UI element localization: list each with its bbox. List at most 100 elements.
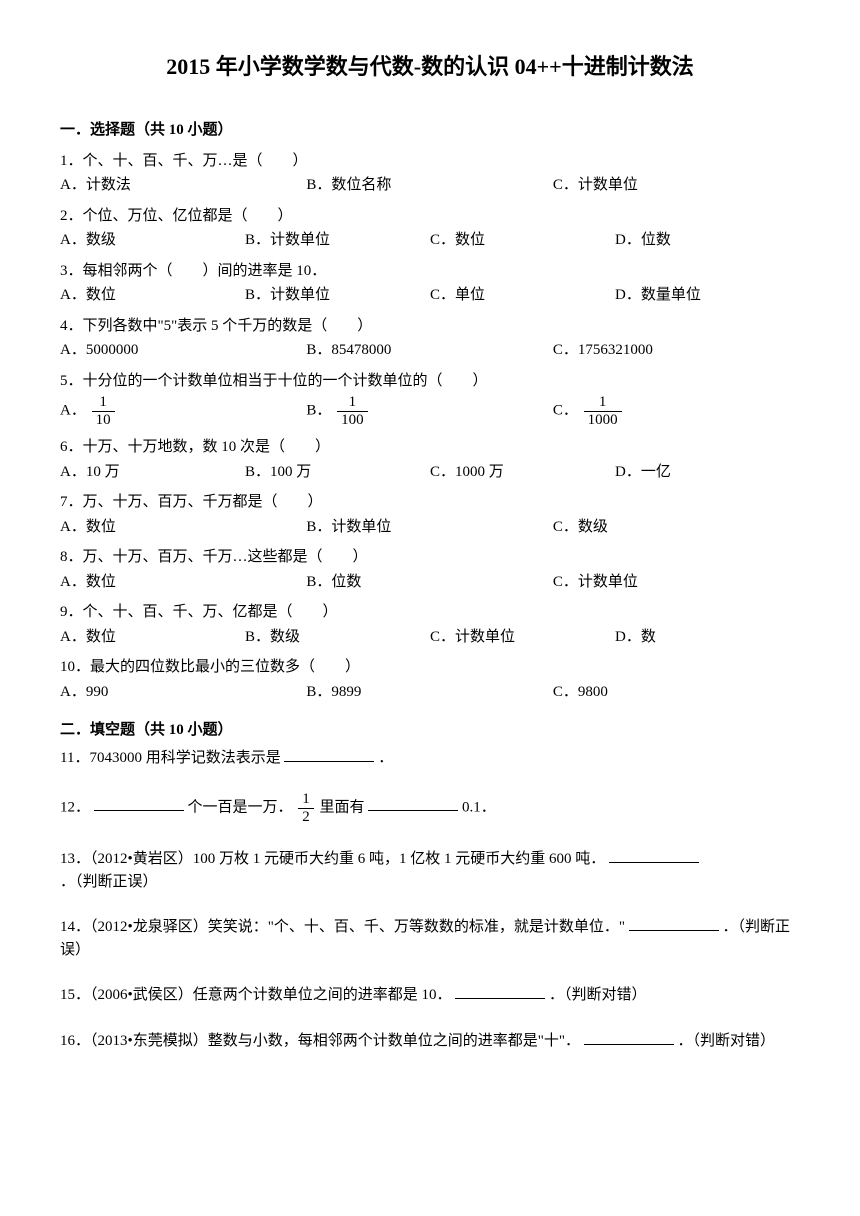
q16: 16．（2013•东莞模拟）整数与小数，每相邻两个计数单位之间的进率都是"十"．…: [60, 1029, 800, 1053]
q2-opt-b: B．计数单位: [245, 229, 430, 252]
q16-text-b: ．（判断对错）: [678, 1033, 776, 1049]
q6-options: A．10 万 B．100 万 C．1000 万 D．一亿: [60, 461, 800, 484]
q13-blank[interactable]: [609, 847, 699, 863]
q16-text-a: 16．（2013•东莞模拟）整数与小数，每相邻两个计数单位之间的进率都是"十"．: [60, 1033, 580, 1049]
q10-options: A．990 B．9899 C．9800: [60, 681, 800, 704]
q12-blank-1[interactable]: [94, 795, 184, 811]
q5-frac-b: 1100: [337, 394, 368, 428]
q5-opt-c: C． 11000: [553, 394, 799, 428]
q15-text-a: 15．（2006•武侯区）任意两个计数单位之间的进率都是 10．: [60, 987, 452, 1003]
q9-opt-c: C．计数单位: [430, 626, 615, 649]
q3-opt-c: C．单位: [430, 284, 615, 307]
q9-opt-a: A．数位: [60, 626, 245, 649]
q12-text-b: 个一百是一万．: [188, 799, 293, 815]
q2-opt-a: A．数级: [60, 229, 245, 252]
q10-opt-b: B．9899: [306, 681, 552, 704]
q14-text-a: 14．（2012•龙泉驿区）笑笑说："个、十、百、千、万等数数的标准，就是计数单…: [60, 919, 625, 935]
q12-text-d: 0.1．: [462, 799, 496, 815]
q6-opt-a: A．10 万: [60, 461, 245, 484]
q5-opt-a: A． 110: [60, 394, 306, 428]
q8-opt-a: A．数位: [60, 571, 306, 594]
q8-opt-c: C．计数单位: [553, 571, 799, 594]
q10-opt-c: C．9800: [553, 681, 799, 704]
q4-opt-c: C．1756321000: [553, 339, 799, 362]
q3-options: A．数位 B．计数单位 C．单位 D．数量单位: [60, 284, 800, 307]
q4-opt-a: A．5000000: [60, 339, 306, 362]
q13-text-b: ．（判断正误）: [60, 874, 158, 890]
q11-text-b: ．: [378, 750, 393, 766]
q5-opt-b: B． 1100: [306, 394, 552, 428]
q5-stem: 5．十分位的一个计数单位相当于十位的一个计数单位的（ ）: [60, 370, 800, 393]
q1-stem: 1．个、十、百、千、万…是（ ）: [60, 150, 800, 173]
q9-opt-b: B．数级: [245, 626, 430, 649]
q8-opt-b: B．位数: [306, 571, 552, 594]
q12-text-a: 12．: [60, 799, 90, 815]
q9-stem: 9．个、十、百、千、万、亿都是（ ）: [60, 601, 800, 624]
q10: 10．最大的四位数比最小的三位数多（ ） A．990 B．9899 C．9800: [60, 656, 800, 703]
q6-opt-d: D．一亿: [615, 461, 800, 484]
q6-opt-b: B．100 万: [245, 461, 430, 484]
q15-text-b: ．（判断对错）: [549, 987, 647, 1003]
q10-opt-a: A．990: [60, 681, 306, 704]
page-title: 2015 年小学数学数与代数-数的认识 04++十进制计数法: [60, 50, 800, 83]
q12-text-c: 里面有: [320, 799, 365, 815]
q7-opt-b: B．计数单位: [306, 516, 552, 539]
q6: 6．十万、十万地数，数 10 次是（ ） A．10 万 B．100 万 C．10…: [60, 436, 800, 483]
q3-opt-a: A．数位: [60, 284, 245, 307]
q14-blank[interactable]: [629, 915, 719, 931]
q1-opt-a: A．计数法: [60, 174, 306, 197]
q3: 3．每相邻两个（ ）间的进率是 10． A．数位 B．计数单位 C．单位 D．数…: [60, 260, 800, 307]
q4: 4．下列各数中"5"表示 5 个千万的数是（ ） A．5000000 B．854…: [60, 315, 800, 362]
q2: 2．个位、万位、亿位都是（ ） A．数级 B．计数单位 C．数位 D．位数: [60, 205, 800, 252]
q2-options: A．数级 B．计数单位 C．数位 D．位数: [60, 229, 800, 252]
q3-stem: 3．每相邻两个（ ）间的进率是 10．: [60, 260, 800, 283]
q5-opt-b-label: B．: [306, 402, 331, 418]
section2-header: 二．填空题（共 10 小题）: [60, 719, 800, 742]
q10-stem: 10．最大的四位数比最小的三位数多（ ）: [60, 656, 800, 679]
q12-blank-2[interactable]: [368, 795, 458, 811]
q7-stem: 7．万、十万、百万、千万都是（ ）: [60, 491, 800, 514]
q15-blank[interactable]: [455, 983, 545, 999]
section1-header: 一．选择题（共 10 小题）: [60, 119, 800, 142]
q4-stem: 4．下列各数中"5"表示 5 个千万的数是（ ）: [60, 315, 800, 338]
q7-options: A．数位 B．计数单位 C．数级: [60, 516, 800, 539]
q15: 15．（2006•武侯区）任意两个计数单位之间的进率都是 10． ．（判断对错）: [60, 983, 800, 1007]
q8-options: A．数位 B．位数 C．计数单位: [60, 571, 800, 594]
q2-opt-d: D．位数: [615, 229, 800, 252]
q5-frac-c: 11000: [584, 394, 622, 428]
q1-options: A．计数法 B．数位名称 C．计数单位: [60, 174, 800, 197]
q2-opt-c: C．数位: [430, 229, 615, 252]
q5-opt-a-label: A．: [60, 402, 86, 418]
q14: 14．（2012•龙泉驿区）笑笑说："个、十、百、千、万等数数的标准，就是计数单…: [60, 915, 800, 961]
q11: 11．7043000 用科学记数法表示是 ．: [60, 746, 800, 770]
q5-frac-a: 110: [92, 394, 115, 428]
q1-opt-b: B．数位名称: [306, 174, 552, 197]
q1: 1．个、十、百、千、万…是（ ） A．计数法 B．数位名称 C．计数单位: [60, 150, 800, 197]
q8-stem: 8．万、十万、百万、千万…这些都是（ ）: [60, 546, 800, 569]
q3-opt-d: D．数量单位: [615, 284, 800, 307]
q13: 13．（2012•黄岩区）100 万枚 1 元硬币大约重 6 吨，1 亿枚 1 …: [60, 847, 800, 893]
q1-opt-c: C．计数单位: [553, 174, 799, 197]
q7-opt-c: C．数级: [553, 516, 799, 539]
q12-frac: 12: [298, 791, 314, 825]
q13-text-a: 13．（2012•黄岩区）100 万枚 1 元硬币大约重 6 吨，1 亿枚 1 …: [60, 851, 605, 867]
q9: 9．个、十、百、千、万、亿都是（ ） A．数位 B．数级 C．计数单位 D．数: [60, 601, 800, 648]
q4-options: A．5000000 B．85478000 C．1756321000: [60, 339, 800, 362]
q11-text-a: 11．7043000 用科学记数法表示是: [60, 750, 281, 766]
q6-opt-c: C．1000 万: [430, 461, 615, 484]
q2-stem: 2．个位、万位、亿位都是（ ）: [60, 205, 800, 228]
q9-options: A．数位 B．数级 C．计数单位 D．数: [60, 626, 800, 649]
q5-opt-c-label: C．: [553, 402, 578, 418]
q11-blank[interactable]: [284, 746, 374, 762]
q5: 5．十分位的一个计数单位相当于十位的一个计数单位的（ ） A． 110 B． 1…: [60, 370, 800, 429]
q7: 7．万、十万、百万、千万都是（ ） A．数位 B．计数单位 C．数级: [60, 491, 800, 538]
q16-blank[interactable]: [584, 1029, 674, 1045]
q3-opt-b: B．计数单位: [245, 284, 430, 307]
q8: 8．万、十万、百万、千万…这些都是（ ） A．数位 B．位数 C．计数单位: [60, 546, 800, 593]
q12: 12． 个一百是一万． 12 里面有 0.1．: [60, 791, 800, 825]
q6-stem: 6．十万、十万地数，数 10 次是（ ）: [60, 436, 800, 459]
q5-options: A． 110 B． 1100 C． 11000: [60, 394, 800, 428]
q7-opt-a: A．数位: [60, 516, 306, 539]
q9-opt-d: D．数: [615, 626, 800, 649]
q4-opt-b: B．85478000: [306, 339, 552, 362]
